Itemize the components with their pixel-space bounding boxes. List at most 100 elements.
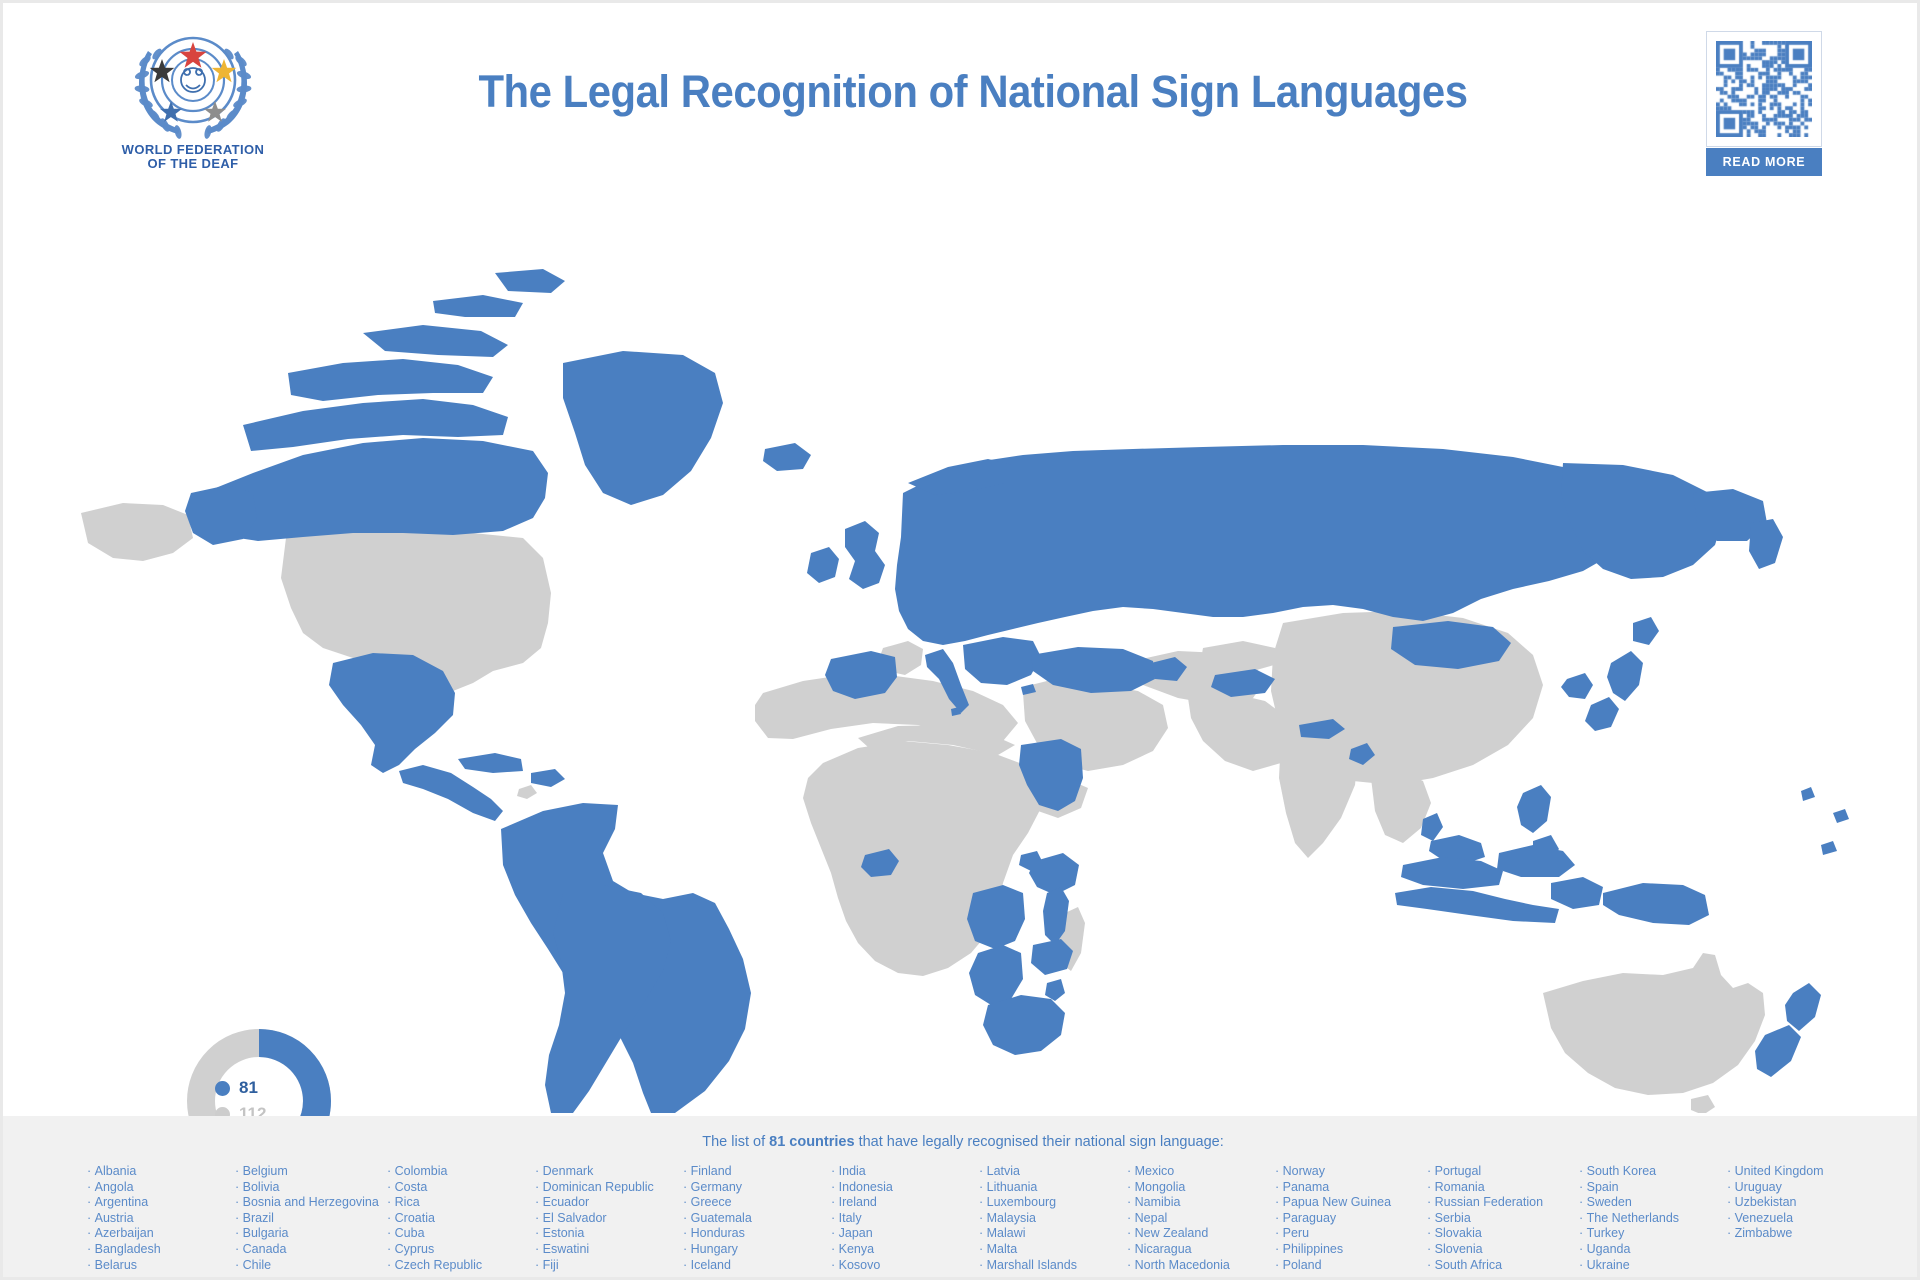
country-item: Finland	[683, 1164, 831, 1180]
country-item: Romania	[1427, 1180, 1579, 1196]
footer-caption: The list of 81 countries that have legal…	[3, 1134, 1917, 1150]
country-column-10: PortugalRomaniaRussian FederationSerbiaS…	[1427, 1164, 1579, 1273]
country-column-7: LatviaLithuaniaLuxembourgMalaysiaMalawiM…	[979, 1164, 1127, 1273]
qr-code-frame	[1706, 31, 1822, 147]
read-more-button[interactable]: READ MORE	[1706, 148, 1822, 176]
country-item: North Macedonia	[1127, 1258, 1275, 1274]
country-item: Fiji	[535, 1258, 683, 1274]
country-item: Marshall Islands	[979, 1258, 1127, 1274]
country-item: Uzbekistan	[1727, 1195, 1875, 1211]
country-item: Iceland	[683, 1258, 831, 1274]
country-item: Germany	[683, 1180, 831, 1196]
country-item: Belgium	[235, 1164, 387, 1180]
country-item: South Africa	[1427, 1258, 1579, 1274]
country-item: Philippines	[1275, 1242, 1427, 1258]
country-item: Belarus	[87, 1258, 235, 1274]
world-map-container: 81 112 Countries with Sign Language Reco…	[3, 193, 1920, 1253]
country-item: Mongolia	[1127, 1180, 1275, 1196]
country-item: Cyprus	[387, 1242, 535, 1258]
country-item: Honduras	[683, 1226, 831, 1242]
country-item: Cuba	[387, 1226, 535, 1242]
country-item: Guatemala	[683, 1211, 831, 1227]
wfd-logo-line2: OF THE DEAF	[147, 156, 239, 171]
country-item: Greece	[683, 1195, 831, 1211]
country-item: The Netherlands	[1579, 1211, 1727, 1227]
country-item: Angola	[87, 1180, 235, 1196]
country-item: Brazil	[235, 1211, 387, 1227]
country-item: Malta	[979, 1242, 1127, 1258]
country-item: Bosnia and Herzegovina	[235, 1195, 387, 1211]
country-item: Mexico	[1127, 1164, 1275, 1180]
donut-value-recognized: 81	[239, 1078, 258, 1097]
footer-country-list-panel: The list of 81 countries that have legal…	[3, 1116, 1917, 1277]
country-item: Zimbabwe	[1727, 1226, 1875, 1242]
country-item: Papua New Guinea	[1275, 1195, 1427, 1211]
country-item: Norway	[1275, 1164, 1427, 1180]
countries-without-recognition	[81, 503, 1765, 1113]
country-item: Eswatini	[535, 1242, 683, 1258]
country-item: Bangladesh	[87, 1242, 235, 1258]
country-item: Colombia	[387, 1164, 535, 1180]
country-item: Hungary	[683, 1242, 831, 1258]
country-item: Costa	[387, 1180, 535, 1196]
country-columns: AlbaniaAngolaArgentinaAustriaAzerbaijanB…	[87, 1164, 1867, 1273]
country-item: Venezuela	[1727, 1211, 1875, 1227]
country-column-12: United KingdomUruguayUzbekistanVenezuela…	[1727, 1164, 1875, 1273]
country-item: Malaysia	[979, 1211, 1127, 1227]
footer-caption-after: that have legally recognised their natio…	[854, 1134, 1224, 1150]
country-item: Nicaragua	[1127, 1242, 1275, 1258]
country-item: Bolivia	[235, 1180, 387, 1196]
country-item: Luxembourg	[979, 1195, 1127, 1211]
country-item: Slovenia	[1427, 1242, 1579, 1258]
country-item: Uruguay	[1727, 1180, 1875, 1196]
country-item: El Salvador	[535, 1211, 683, 1227]
country-item: Namibia	[1127, 1195, 1275, 1211]
country-item: Argentina	[87, 1195, 235, 1211]
country-item: Lithuania	[979, 1180, 1127, 1196]
wfd-emblem-icon	[134, 36, 252, 139]
country-item: Canada	[235, 1242, 387, 1258]
country-item: Ireland	[831, 1195, 979, 1211]
country-item: Azerbaijan	[87, 1226, 235, 1242]
country-item: Estonia	[535, 1226, 683, 1242]
country-column-5: FinlandGermanyGreeceGuatemalaHondurasHun…	[683, 1164, 831, 1273]
country-item: Slovakia	[1427, 1226, 1579, 1242]
country-item: Turkey	[1579, 1226, 1727, 1242]
country-item: Ukraine	[1579, 1258, 1727, 1274]
country-item: Uganda	[1579, 1242, 1727, 1258]
wfd-logo: WORLD FEDERATION OF THE DEAF	[98, 21, 288, 181]
countries-with-recognition	[185, 269, 1849, 1113]
country-item: Indonesia	[831, 1180, 979, 1196]
country-item: Chile	[235, 1258, 387, 1274]
world-map[interactable]	[3, 193, 1920, 1113]
wfd-logo-text: WORLD FEDERATION OF THE DEAF	[98, 143, 288, 171]
country-item: Ecuador	[535, 1195, 683, 1211]
country-item: Kenya	[831, 1242, 979, 1258]
country-item: Rica	[387, 1195, 535, 1211]
wfd-logo-line1: WORLD FEDERATION	[121, 142, 265, 157]
country-item: Denmark	[535, 1164, 683, 1180]
country-item: Poland	[1275, 1258, 1427, 1274]
country-column-4: DenmarkDominican RepublicEcuadorEl Salva…	[535, 1164, 683, 1273]
country-column-8: MexicoMongoliaNamibiaNepalNew ZealandNic…	[1127, 1164, 1275, 1273]
qr-read-more-block[interactable]: READ MORE	[1706, 31, 1822, 181]
country-item: Latvia	[979, 1164, 1127, 1180]
country-item: Serbia	[1427, 1211, 1579, 1227]
header: WORLD FEDERATION OF THE DEAF The Legal R…	[3, 3, 1917, 203]
country-item: New Zealand	[1127, 1226, 1275, 1242]
footer-caption-before: The list of	[702, 1134, 770, 1150]
page-title: The Legal Recognition of National Sign L…	[478, 66, 1468, 117]
country-column-9: NorwayPanamaPapua New GuineaParaguayPeru…	[1275, 1164, 1427, 1273]
country-item: Spain	[1579, 1180, 1727, 1196]
country-column-6: IndiaIndonesiaIrelandItalyJapanKenyaKoso…	[831, 1164, 979, 1273]
country-item: South Korea	[1579, 1164, 1727, 1180]
country-item: Portugal	[1427, 1164, 1579, 1180]
country-column-1: AlbaniaAngolaArgentinaAustriaAzerbaijanB…	[87, 1164, 235, 1273]
country-item: Paraguay	[1275, 1211, 1427, 1227]
country-item: Austria	[87, 1211, 235, 1227]
country-item: Peru	[1275, 1226, 1427, 1242]
country-item: Albania	[87, 1164, 235, 1180]
country-column-11: South KoreaSpainSwedenThe NetherlandsTur…	[1579, 1164, 1727, 1273]
country-item: Japan	[831, 1226, 979, 1242]
